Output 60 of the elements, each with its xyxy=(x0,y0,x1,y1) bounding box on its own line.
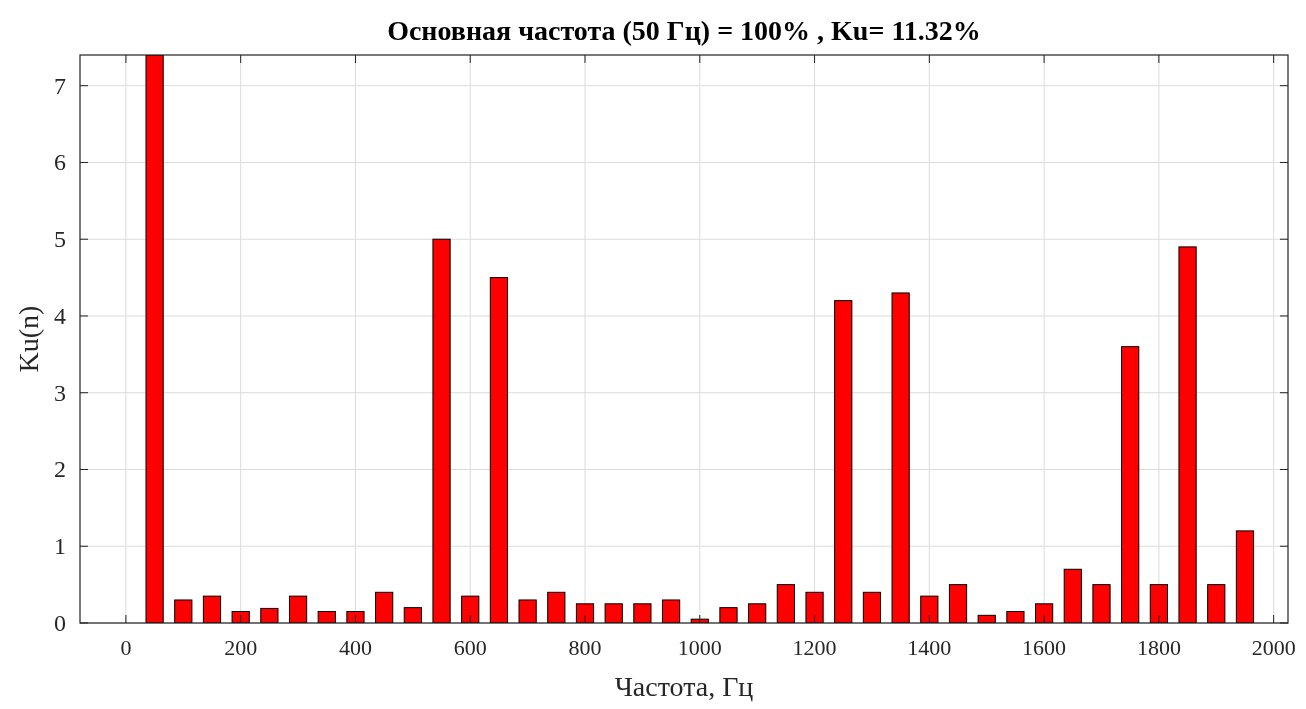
bar xyxy=(719,607,738,623)
bar xyxy=(661,599,681,623)
bar xyxy=(1178,246,1197,623)
bar xyxy=(260,607,279,623)
x-tick-label: 800 xyxy=(568,635,602,660)
x-tick-label: 200 xyxy=(224,635,258,660)
y-tick-label: 7 xyxy=(54,72,66,99)
y-tick-label: 6 xyxy=(54,149,66,176)
bar xyxy=(920,595,939,623)
bar xyxy=(346,610,365,623)
bar xyxy=(489,277,509,623)
x-tick-label: 1000 xyxy=(677,635,722,660)
bar xyxy=(748,603,767,623)
y-tick-label: 4 xyxy=(54,302,66,329)
bar xyxy=(1207,584,1226,623)
bar xyxy=(604,603,623,623)
bar xyxy=(891,292,910,623)
bar xyxy=(518,599,537,623)
bar xyxy=(1035,603,1054,623)
y-tick-label: 0 xyxy=(54,610,66,636)
bar xyxy=(862,591,882,623)
x-tick-label: 0 xyxy=(120,635,132,660)
bar xyxy=(145,55,164,623)
y-tick-label: 5 xyxy=(54,226,66,253)
bar xyxy=(174,599,193,623)
x-tick-label: 1200 xyxy=(792,635,837,660)
bar xyxy=(1121,346,1140,623)
bar xyxy=(834,300,853,623)
bar xyxy=(547,591,566,623)
x-tick-label: 2000 xyxy=(1251,635,1296,660)
bar xyxy=(1063,568,1082,623)
x-axis-title: Частота, Гц xyxy=(614,671,754,702)
bar xyxy=(1149,584,1168,623)
x-tick-label: 400 xyxy=(338,635,372,660)
x-tick-label: 600 xyxy=(453,635,487,660)
y-tick-label: 1 xyxy=(54,533,66,560)
bar xyxy=(1092,584,1111,623)
bar xyxy=(1235,530,1255,623)
bar xyxy=(231,610,250,623)
y-tick-label: 2 xyxy=(54,456,66,483)
bar xyxy=(633,603,652,623)
bar xyxy=(948,584,968,623)
bar xyxy=(977,614,996,623)
bar xyxy=(805,591,824,623)
x-tick-label: 1800 xyxy=(1136,635,1181,660)
bar xyxy=(288,595,308,623)
bar xyxy=(776,584,795,623)
bar xyxy=(375,591,394,623)
bar xyxy=(1006,610,1025,623)
bar xyxy=(403,607,422,623)
x-tick-label: 1400 xyxy=(907,635,952,660)
y-axis-title: Ku(n) xyxy=(13,305,44,373)
bar xyxy=(461,595,480,623)
y-tick-label: 3 xyxy=(54,379,66,406)
bar xyxy=(317,610,336,623)
bar xyxy=(432,238,451,623)
chart-title: Основная частота (50 Гц) = 100% , Ku= 11.32% xyxy=(387,15,981,46)
x-tick-label: 1600 xyxy=(1022,635,1067,660)
bar xyxy=(575,603,595,623)
bar xyxy=(202,595,222,623)
